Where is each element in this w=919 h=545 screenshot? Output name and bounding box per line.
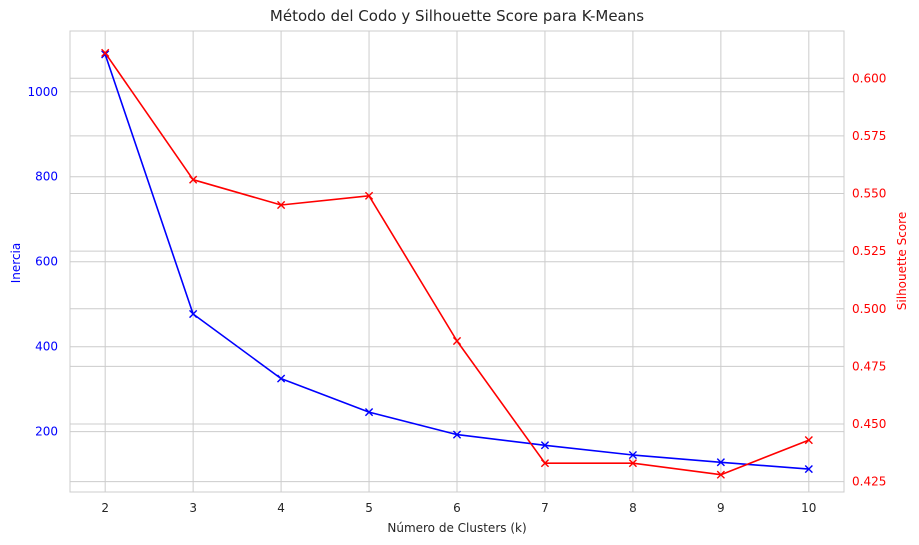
data-point-right (452, 336, 462, 346)
x-tick-label: 9 (717, 501, 725, 515)
data-point-left (276, 374, 286, 383)
data-point-left (804, 464, 813, 474)
y-tick-label-left: 400 (35, 340, 58, 354)
y-axis-label-left: Inercia (9, 243, 23, 283)
x-tick-label: 5 (365, 501, 373, 515)
y-tick-label-right: 0.500 (852, 302, 886, 316)
x-tick-label: 6 (453, 501, 461, 515)
y-tick-label-left: 1000 (27, 85, 58, 99)
x-ticks: 2 3 4 5 6 7 8 9 10 (101, 501, 816, 515)
y-tick-label-right: 0.575 (852, 129, 886, 143)
x-tick-label: 2 (101, 501, 109, 515)
x-axis-label: Número de Clusters (k) (387, 521, 526, 535)
y-tick-label-right: 0.550 (852, 187, 886, 201)
grid (70, 31, 844, 492)
data-point-right (628, 459, 638, 468)
x-tick-label: 4 (277, 501, 285, 515)
chart-title: Método del Codo y Silhouette Score para … (270, 7, 644, 25)
data-point-right (716, 470, 725, 479)
data-point-right (189, 175, 198, 184)
y-tick-label-left: 200 (35, 425, 58, 439)
y-tick-label-left: 600 (35, 255, 58, 269)
data-point-left (716, 458, 725, 467)
data-point-left (628, 450, 638, 460)
data-point-right (804, 436, 813, 445)
x-tick-label: 10 (801, 501, 816, 515)
data-point-left (540, 441, 550, 450)
data-point-left (452, 430, 462, 439)
series-layer (101, 48, 813, 479)
data-point-right (364, 191, 374, 200)
y-ticks-right: 0.425 0.450 0.475 0.500 0.525 0.550 0.575 0.600 (852, 71, 886, 488)
data-point-left (189, 309, 198, 319)
plot-frame (69, 30, 845, 493)
data-point-right (276, 200, 286, 210)
y-tick-label-left: 800 (35, 170, 58, 184)
data-point-right (540, 459, 550, 468)
y-tick-label-right: 0.600 (852, 71, 886, 85)
data-point-right (101, 48, 110, 57)
y-tick-label-right: 0.425 (852, 475, 886, 489)
y-axis-label-right: Silhouette Score (895, 212, 909, 310)
y-ticks-left: 200 400 600 800 1000 (27, 85, 58, 439)
x-tick-label: 8 (629, 501, 637, 515)
y-tick-label-right: 0.475 (852, 359, 886, 373)
y-tick-label-right: 0.525 (852, 244, 886, 258)
x-tick-label: 3 (189, 501, 197, 515)
y-tick-label-right: 0.450 (852, 417, 886, 431)
data-point-left (364, 408, 374, 417)
x-tick-label: 7 (541, 501, 549, 515)
